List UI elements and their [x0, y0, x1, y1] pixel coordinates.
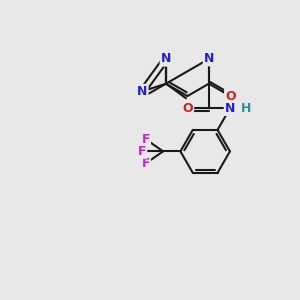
- Text: N: N: [225, 102, 235, 115]
- Text: N: N: [137, 85, 148, 98]
- Text: F: F: [142, 157, 150, 170]
- Text: F: F: [142, 133, 150, 146]
- Text: N: N: [161, 52, 171, 65]
- Text: H: H: [241, 102, 251, 115]
- Text: N: N: [204, 52, 214, 65]
- Text: F: F: [138, 145, 146, 158]
- Text: O: O: [182, 102, 193, 115]
- Text: O: O: [225, 90, 236, 103]
- Text: N: N: [161, 52, 171, 65]
